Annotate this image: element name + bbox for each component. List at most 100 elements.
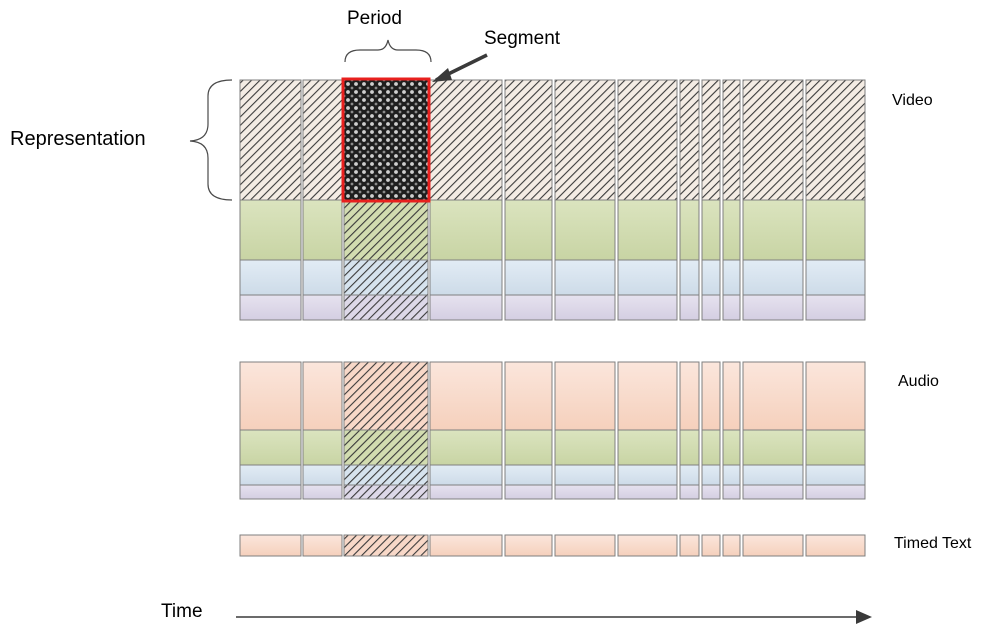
video-segment (617, 259, 678, 296)
video-segment (722, 294, 741, 321)
period-brace (344, 39, 432, 63)
video-segment (805, 294, 866, 321)
timed-text-segment (722, 534, 741, 557)
video-segment (554, 294, 616, 321)
timed-text-segment (742, 534, 804, 557)
audio-segment (554, 361, 616, 431)
video-segment (504, 259, 553, 296)
audio-segment (302, 464, 343, 486)
video-segment (617, 294, 678, 321)
video-segment (617, 79, 678, 201)
video-segment (239, 259, 302, 296)
video-segment (722, 199, 741, 261)
video-segment (343, 199, 429, 261)
audio-segment (429, 464, 503, 486)
video-segment (701, 294, 721, 321)
audio-segment (742, 361, 804, 431)
audio-segment (679, 464, 700, 486)
video-segment (239, 294, 302, 321)
audio-segment (617, 361, 678, 431)
audio-segment (554, 429, 616, 466)
video-segment (805, 259, 866, 296)
timed-text-segment (429, 534, 503, 557)
audio-segment (239, 361, 302, 431)
video-segment (742, 199, 804, 261)
video-segment (504, 199, 553, 261)
audio-segment (805, 361, 866, 431)
audio-segment (722, 464, 741, 486)
video-segment (679, 294, 700, 321)
video-segment (617, 199, 678, 261)
audio-segment (239, 484, 302, 500)
time-arrowhead (856, 610, 872, 624)
audio-segment (701, 361, 721, 431)
video-track-label: Video (892, 92, 933, 109)
audio-segment (239, 429, 302, 466)
video-segment (679, 79, 700, 201)
audio-segment (805, 464, 866, 486)
video-segment (742, 294, 804, 321)
timed-text-segment (679, 534, 700, 557)
audio-segment (805, 484, 866, 500)
audio-segment (554, 484, 616, 500)
video-segment (504, 294, 553, 321)
segment-label: Segment (484, 28, 561, 49)
video-segment (343, 294, 429, 321)
timed-text-segment (239, 534, 302, 557)
audio-segment (742, 429, 804, 466)
audio-segment (302, 484, 343, 500)
audio-segment (343, 484, 429, 500)
audio-segment (617, 484, 678, 500)
video-segment (302, 294, 343, 321)
audio-segment (302, 429, 343, 466)
video-segment (742, 79, 804, 201)
timed-text-segment (302, 534, 343, 557)
audio-segment (617, 429, 678, 466)
audio-segment (429, 429, 503, 466)
audio-segment (701, 464, 721, 486)
timed-text-segment (504, 534, 553, 557)
audio-segment (504, 429, 553, 466)
audio-segment (722, 484, 741, 500)
video-segment (302, 79, 343, 201)
video-segment (554, 79, 616, 201)
audio-segment (504, 484, 553, 500)
timed-text-segment (701, 534, 721, 557)
audio-segment (679, 484, 700, 500)
video-segment (429, 79, 503, 201)
video-segment (302, 259, 343, 296)
timed-text-segment (343, 534, 429, 557)
video-segment (343, 79, 429, 201)
time-axis-label: Time (161, 601, 203, 622)
video-segment (742, 259, 804, 296)
audio-segment (239, 464, 302, 486)
audio-segment (429, 361, 503, 431)
video-segment (504, 79, 553, 201)
video-segment (679, 259, 700, 296)
segment-grid (239, 77, 866, 557)
video-segment (805, 79, 866, 201)
video-segment (302, 199, 343, 261)
audio-segment (701, 484, 721, 500)
video-segment (343, 259, 429, 296)
audio-segment (722, 361, 741, 431)
audio-segment (302, 361, 343, 431)
audio-segment (701, 429, 721, 466)
audio-segment (504, 361, 553, 431)
audio-segment (742, 484, 804, 500)
video-segment (701, 259, 721, 296)
video-segment (805, 199, 866, 261)
video-segment (701, 199, 721, 261)
video-segment (239, 199, 302, 261)
representation-brace (189, 79, 233, 201)
audio-segment (617, 464, 678, 486)
audio-segment (679, 429, 700, 466)
highlighted-segment-outline (341, 77, 431, 203)
video-segment (722, 79, 741, 201)
audio-segment (742, 464, 804, 486)
timed-text-segment (554, 534, 616, 557)
audio-segment (722, 429, 741, 466)
audio-segment (429, 484, 503, 500)
audio-segment (679, 361, 700, 431)
video-segment (429, 294, 503, 321)
